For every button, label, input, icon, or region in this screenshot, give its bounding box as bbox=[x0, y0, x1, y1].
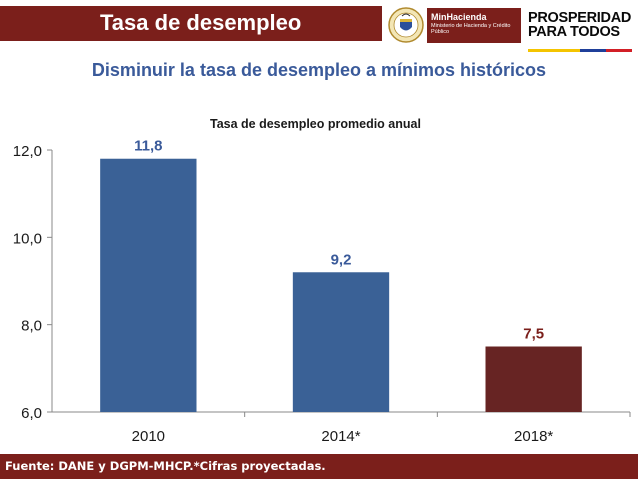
minhacienda-logo: MinHacienda Ministerio de Hacienda y Cré… bbox=[427, 8, 521, 43]
coat-of-arms-icon bbox=[388, 7, 424, 43]
header-bar bbox=[0, 6, 382, 41]
page-title: Tasa de desempleo bbox=[100, 10, 302, 35]
footer-bar: Fuente: DANE y DGPM-MHCP.*Cifras proyect… bbox=[0, 454, 638, 479]
data-label: 7,5 bbox=[523, 326, 544, 343]
prosperidad-line2: PARA TODOS bbox=[528, 24, 620, 40]
prosperidad-logo: PROSPERIDAD PARA TODOS bbox=[528, 10, 632, 40]
bar bbox=[292, 272, 390, 412]
chart-title: Tasa de desempleo promedio anual bbox=[210, 117, 421, 131]
bar-chart: 6,0 8,0 10,0 12,0 11,8 2010 9,2 2014* 7,5 2018* bbox=[13, 138, 631, 445]
y-tick-label: 10,0 bbox=[13, 230, 42, 247]
y-tick-label: 6,0 bbox=[21, 405, 42, 422]
data-label: 9,2 bbox=[331, 251, 352, 268]
minhacienda-subtitle: Ministerio de Hacienda y Crédito Público bbox=[431, 23, 511, 35]
prosperidad-line1: PROSPERIDAD bbox=[528, 10, 632, 26]
slide-subtitle: Disminuir la tasa de desempleo a mínimos… bbox=[91, 60, 547, 80]
source-note: Fuente: DANE y DGPM-MHCP.*Cifras proyect… bbox=[5, 459, 326, 473]
y-tick-label: 8,0 bbox=[21, 318, 42, 335]
x-tick-label: 2010 bbox=[132, 428, 165, 445]
flag-strip bbox=[528, 39, 632, 52]
bar bbox=[100, 158, 197, 412]
minhacienda-title: MinHacienda bbox=[431, 12, 487, 22]
x-tick-label: 2014* bbox=[321, 428, 360, 445]
x-tick-label: 2018* bbox=[514, 428, 553, 445]
bar bbox=[485, 346, 582, 412]
data-label: 11,8 bbox=[134, 138, 162, 155]
y-tick-label: 12,0 bbox=[13, 143, 42, 160]
